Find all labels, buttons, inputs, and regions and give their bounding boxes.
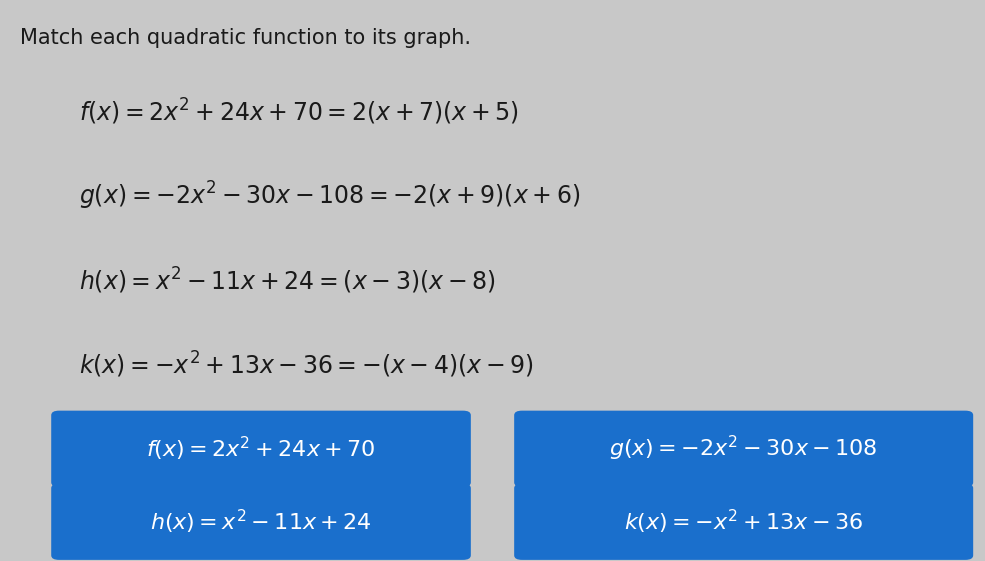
- Text: $\mathit{h}(x) = x^2 - 11x + 24$: $\mathit{h}(x) = x^2 - 11x + 24$: [150, 508, 372, 536]
- Text: $\mathit{f}(x) = 2x^2 + 24x + 70 = 2(x + 7)(x + 5)$: $\mathit{f}(x) = 2x^2 + 24x + 70 = 2(x +…: [79, 97, 519, 127]
- FancyBboxPatch shape: [51, 484, 471, 560]
- Text: $\mathit{h}(x) = x^2 - 11x + 24 = (x - 3)(x - 8)$: $\mathit{h}(x) = x^2 - 11x + 24 = (x - 3…: [79, 265, 495, 296]
- Text: $\mathit{f}(x) = 2x^2 + 24x + 70$: $\mathit{f}(x) = 2x^2 + 24x + 70$: [147, 435, 375, 463]
- FancyBboxPatch shape: [514, 484, 973, 560]
- FancyBboxPatch shape: [51, 411, 471, 487]
- Text: $\mathit{k}(x) = {-}x^2 + 13x - 36$: $\mathit{k}(x) = {-}x^2 + 13x - 36$: [624, 508, 863, 536]
- Text: $\mathit{k}(x) = {-}x^2 + 13x - 36 = {-}(x - 4)(x - 9)$: $\mathit{k}(x) = {-}x^2 + 13x - 36 = {-}…: [79, 350, 534, 380]
- Text: $\mathit{g}(x) = {-}2x^2 - 30x - 108 = {-}2(x + 9)(x + 6)$: $\mathit{g}(x) = {-}2x^2 - 30x - 108 = {…: [79, 180, 580, 213]
- FancyBboxPatch shape: [514, 411, 973, 487]
- Text: Match each quadratic function to its graph.: Match each quadratic function to its gra…: [20, 28, 471, 48]
- Text: $\mathit{g}(x) = {-}2x^2 - 30x - 108$: $\mathit{g}(x) = {-}2x^2 - 30x - 108$: [610, 434, 878, 463]
